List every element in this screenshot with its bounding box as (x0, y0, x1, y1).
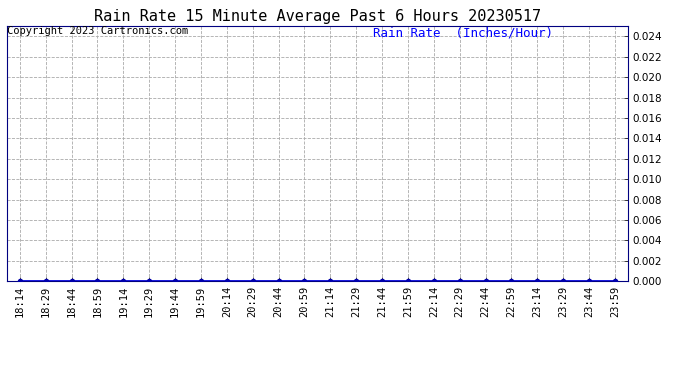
Title: Rain Rate 15 Minute Average Past 6 Hours 20230517: Rain Rate 15 Minute Average Past 6 Hours… (94, 9, 541, 24)
Text: Rain Rate  (Inches/Hour): Rain Rate (Inches/Hour) (373, 26, 553, 39)
Text: Copyright 2023 Cartronics.com: Copyright 2023 Cartronics.com (7, 26, 188, 36)
